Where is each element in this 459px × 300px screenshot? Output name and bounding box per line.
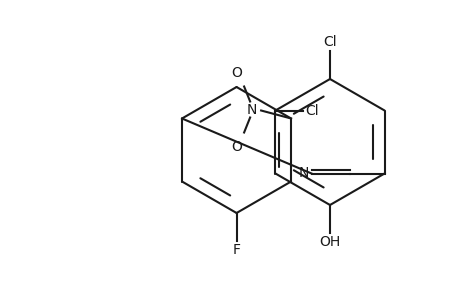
Text: F: F [232, 243, 240, 257]
Text: OH: OH [319, 235, 340, 249]
Text: N: N [297, 166, 308, 179]
Text: O: O [231, 140, 242, 154]
Text: Cl: Cl [323, 35, 336, 49]
Text: O: O [231, 65, 242, 80]
Text: Cl: Cl [305, 103, 319, 118]
Text: N: N [246, 103, 257, 116]
